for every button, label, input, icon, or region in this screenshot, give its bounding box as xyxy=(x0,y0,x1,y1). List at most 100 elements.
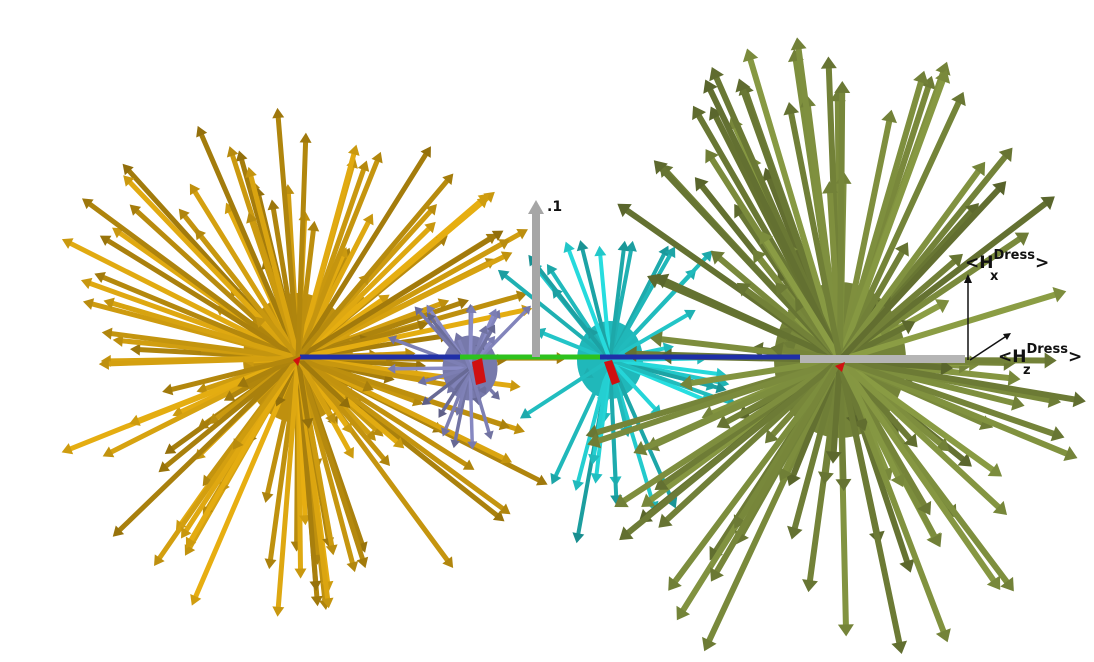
gold-cluster-arrow xyxy=(295,221,436,361)
olive-cluster-arrow xyxy=(837,287,1067,363)
gold-cluster-arrow xyxy=(272,107,301,361)
olive-cluster xyxy=(585,37,1086,655)
gold-cluster-arrow xyxy=(295,355,336,424)
olive-cluster-arrow xyxy=(837,357,1008,515)
scale-bar: .1 xyxy=(528,199,562,357)
gold-cluster-arrow xyxy=(295,132,312,361)
arrow-clusters xyxy=(61,37,1086,655)
atom-cores xyxy=(293,356,845,385)
cyan-cluster-arrow xyxy=(608,250,713,362)
olive-cluster-arrow xyxy=(837,357,1001,590)
gold-cluster-arrow xyxy=(158,355,301,473)
olive-cluster-arrow xyxy=(614,357,843,508)
z-axis-arrowhead xyxy=(1003,333,1011,340)
cyan-cluster-arrow xyxy=(576,240,612,362)
olive-cluster-arrow xyxy=(587,357,843,449)
olive-cluster-arrow xyxy=(703,79,843,363)
olive-cluster-arrow xyxy=(742,48,843,363)
gold-cluster-arrow xyxy=(295,355,511,515)
gold-cluster-arrow xyxy=(295,197,489,361)
lavender-cluster-arrow xyxy=(421,366,472,406)
core-marker-gold xyxy=(293,356,301,366)
gold-cluster-arrow xyxy=(103,297,301,361)
olive-cluster-arrow xyxy=(837,357,1003,477)
gold-cluster-arrow xyxy=(185,355,301,549)
core-marker-lavender xyxy=(472,358,486,385)
lavender-cluster-arrow xyxy=(454,332,472,370)
x-axis-arrowhead xyxy=(964,274,972,283)
olive-cluster-arrow xyxy=(837,357,1086,408)
cyan-cluster-arrow xyxy=(550,358,612,485)
olive-cluster-arrow xyxy=(668,357,843,591)
gold-cluster-arrow xyxy=(295,173,454,361)
gold-cluster-arrow xyxy=(232,355,301,450)
gold-cluster-arrow xyxy=(101,327,301,361)
cyan-cluster-arrow xyxy=(608,309,696,362)
gold-cluster-arrow xyxy=(94,271,301,361)
cyan-cluster-arrow xyxy=(563,241,612,362)
olive-cluster-arrow xyxy=(736,282,843,363)
cyan-cluster xyxy=(497,240,738,544)
gold-cluster-arrow xyxy=(112,355,301,537)
cyan-cluster-arrow xyxy=(608,240,630,362)
olive-cluster-arrow xyxy=(837,181,1007,363)
cyan-cluster-arrow xyxy=(594,245,612,362)
z-axis-arrow xyxy=(969,334,1009,361)
olive-cluster-arrow xyxy=(834,80,851,363)
olive-cluster-arrow xyxy=(787,357,843,540)
gold-cluster-arrow xyxy=(196,125,301,361)
gold-cluster-arrow xyxy=(295,144,360,361)
olive-cluster-arrow xyxy=(619,357,843,541)
gold-cluster-arrow xyxy=(295,146,431,361)
lavender-cluster-arrow xyxy=(387,335,472,370)
olive-cluster-arrow xyxy=(790,37,843,363)
axis-indicator: <HDress> x <HDress> z xyxy=(964,248,1082,378)
scale-bar-head xyxy=(528,200,544,214)
x-axis-label: <HDress> xyxy=(965,248,1049,273)
cyan-cluster-arrow xyxy=(608,246,676,362)
gold-cluster-arrow xyxy=(295,355,314,429)
scale-bar-label: .1 xyxy=(547,199,562,215)
gold-cluster-arrow xyxy=(295,355,351,409)
olive-cluster-arrow xyxy=(655,273,843,363)
gold-cluster-arrow xyxy=(195,228,301,361)
olive-cluster-arrow xyxy=(783,102,843,363)
olive-cluster-arrow xyxy=(837,357,908,655)
olive-cluster-arrow xyxy=(837,161,986,363)
gold-cluster-arrow xyxy=(245,166,301,361)
gold-cluster-arrow xyxy=(272,355,301,617)
lavender-cluster-arrow xyxy=(441,366,472,437)
core-marker-olive xyxy=(835,362,845,372)
gold-cluster-arrow xyxy=(295,355,374,392)
olive-cluster-arrow xyxy=(837,91,966,363)
gold-cluster-arrow xyxy=(295,151,383,361)
gold-cluster-arrow xyxy=(61,238,301,361)
gold-cluster-arrow xyxy=(99,235,301,361)
olive-cluster-arrow xyxy=(837,357,905,488)
lavender-cluster-arrow xyxy=(467,366,478,450)
gold-cluster-arrow xyxy=(295,355,475,470)
olive-cluster-arrow xyxy=(633,357,843,456)
core-marker-cyan xyxy=(604,360,620,385)
scale-bar-shaft xyxy=(532,212,540,357)
bonds xyxy=(300,354,965,363)
gold-cluster-arrow xyxy=(295,355,511,431)
cyan-cluster-arrow xyxy=(519,358,612,419)
olive-cluster-arrow xyxy=(837,109,898,363)
gold-cluster xyxy=(61,107,567,617)
gold-cluster-arrow xyxy=(295,230,504,361)
olive-cluster-arrow xyxy=(837,69,951,363)
x-axis-subscript: x xyxy=(990,269,999,284)
gold-cluster-arrow xyxy=(162,355,301,396)
z-axis-label: <HDress> xyxy=(998,342,1082,367)
olive-cluster-arrow xyxy=(710,357,843,582)
olive-cluster-arrow xyxy=(679,357,843,391)
gold-cluster-arrow xyxy=(82,198,301,361)
olive-cluster-arrow xyxy=(837,357,1065,442)
olive-cluster-arrow xyxy=(759,230,843,363)
z-axis-subscript: z xyxy=(1023,363,1031,378)
lavender-cluster-arrow xyxy=(468,366,494,440)
gold-cluster-arrow xyxy=(189,183,301,361)
lavender-cluster-arrow xyxy=(387,363,472,374)
